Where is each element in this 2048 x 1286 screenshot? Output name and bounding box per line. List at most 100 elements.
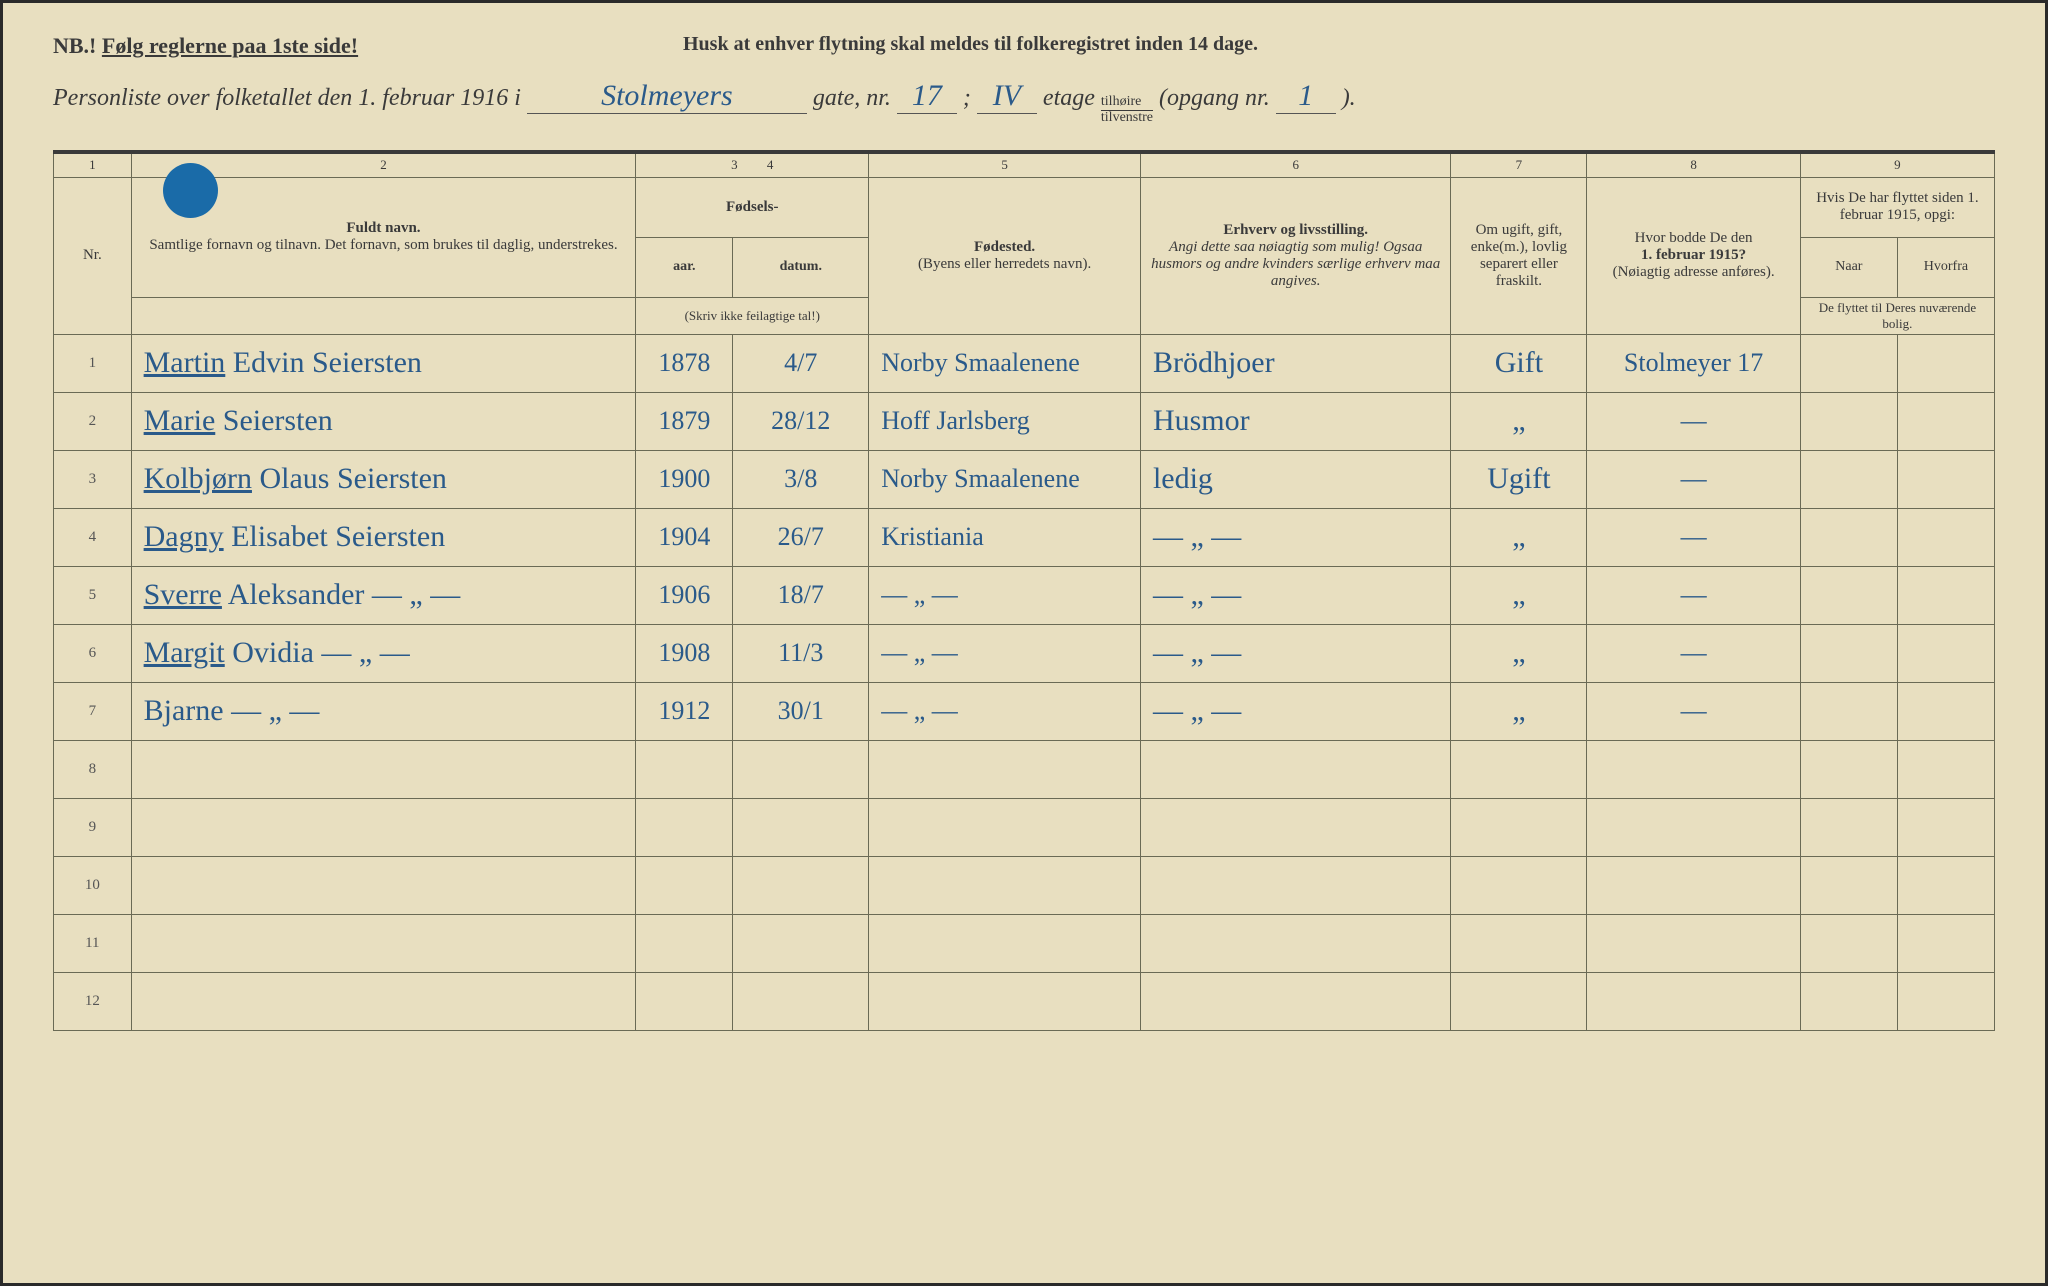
table-row: 9 [54, 798, 1995, 856]
cell-status: Ugift [1451, 450, 1587, 508]
col-moved-header: Hvis De har flyttet siden 1. februar 191… [1800, 177, 1994, 237]
table-row: 2Marie Seiersten187928/12Hoff JarlsbergH… [54, 392, 1995, 450]
cell-status: „ [1451, 566, 1587, 624]
table-row: 6Margit Ovidia — „ —190811/3— „ —— „ —„— [54, 624, 1995, 682]
cell-naar [1800, 914, 1897, 972]
house-nr: 17 [897, 79, 957, 114]
cell-birthplace [869, 740, 1141, 798]
cell-nr: 8 [54, 740, 132, 798]
col-occ-title: Erhverv og livsstilling. [1145, 222, 1447, 239]
cell-naar [1800, 856, 1897, 914]
cell-naar [1800, 508, 1897, 566]
cell-name: Sverre Aleksander — „ — [131, 566, 636, 624]
cell-nr: 11 [54, 914, 132, 972]
cell-date [733, 914, 869, 972]
cell-naar [1800, 450, 1897, 508]
side-top: tilhøire [1101, 95, 1153, 111]
cell-nr: 1 [54, 334, 132, 392]
cell-birthplace [869, 798, 1141, 856]
cell-name: Martin Edvin Seiersten [131, 334, 636, 392]
col-name-title: Fuldt navn. [136, 220, 632, 237]
cell-date [733, 972, 869, 1030]
col-naar-label: Naar [1800, 237, 1897, 297]
cell-birthplace: Norby Smaalenene [869, 450, 1141, 508]
cell-birthplace: — „ — [869, 566, 1141, 624]
table-row: 11 [54, 914, 1995, 972]
cell-status: „ [1451, 508, 1587, 566]
cell-nr: 7 [54, 682, 132, 740]
col-name-note [131, 297, 636, 334]
cell-year: 1912 [636, 682, 733, 740]
cell-status [1451, 914, 1587, 972]
nb-text: Følg reglerne paa 1ste side! [102, 33, 358, 58]
side-fraction: tilhøire tilvenstre [1101, 95, 1153, 125]
cell-date: 3/8 [733, 450, 869, 508]
cell-addr1915: — [1587, 450, 1801, 508]
cell-addr1915: — [1587, 682, 1801, 740]
cell-addr1915 [1587, 740, 1801, 798]
street-name: Stolmeyers [527, 79, 807, 114]
cell-name: Marie Seiersten [131, 392, 636, 450]
col-hvorfra-label: Hvorfra [1897, 237, 1994, 297]
sep: ; [963, 85, 971, 112]
cell-date: 18/7 [733, 566, 869, 624]
cell-name [131, 740, 636, 798]
cell-hvorfra [1897, 508, 1994, 566]
cell-naar [1800, 798, 1897, 856]
cell-year: 1900 [636, 450, 733, 508]
cell-naar [1800, 334, 1897, 392]
cell-addr1915 [1587, 798, 1801, 856]
cell-addr1915 [1587, 914, 1801, 972]
cell-birthplace [869, 914, 1141, 972]
col-addr-header: Hvor bodde De den 1. februar 1915? (Nøia… [1587, 177, 1801, 334]
cell-nr: 4 [54, 508, 132, 566]
cell-hvorfra [1897, 566, 1994, 624]
colnum-7: 7 [1451, 153, 1587, 177]
table-container: 1 2 3 4 5 6 7 8 9 Nr. Fuldt navn. Samtli… [53, 150, 1995, 1031]
paren-close: ). [1342, 85, 1356, 112]
cell-date: 28/12 [733, 392, 869, 450]
cell-name [131, 972, 636, 1030]
cell-date [733, 740, 869, 798]
nb-prefix: NB.! [53, 33, 96, 58]
cell-year: 1904 [636, 508, 733, 566]
table-body: 1Martin Edvin Seiersten18784/7Norby Smaa… [54, 334, 1995, 1030]
table-row: 1Martin Edvin Seiersten18784/7Norby Smaa… [54, 334, 1995, 392]
col-birth-group: Fødsels- [636, 177, 869, 237]
cell-hvorfra [1897, 972, 1994, 1030]
cell-birthplace: — „ — [869, 624, 1141, 682]
cell-name [131, 798, 636, 856]
title-row: Personliste over folketallet den 1. febr… [53, 79, 1995, 125]
cell-nr: 9 [54, 798, 132, 856]
col-addr-bold: 1. februar 1915? [1591, 247, 1796, 264]
reminder-text: Husk at enhver flytning skal meldes til … [683, 33, 1258, 56]
cell-name [131, 856, 636, 914]
census-form: NB.! Følg reglerne paa 1ste side! Husk a… [0, 0, 2048, 1286]
cell-naar [1800, 972, 1897, 1030]
cell-year [636, 740, 733, 798]
label-opgang: (opgang nr. [1159, 85, 1270, 112]
cell-date [733, 856, 869, 914]
cell-addr1915: — [1587, 508, 1801, 566]
cell-status: „ [1451, 624, 1587, 682]
col-addr-sub: (Nøiagtig adresse anføres). [1591, 264, 1796, 281]
cell-addr1915: — [1587, 624, 1801, 682]
table-row: 12 [54, 972, 1995, 1030]
cell-date: 26/7 [733, 508, 869, 566]
cell-date [733, 798, 869, 856]
cell-addr1915: — [1587, 566, 1801, 624]
cell-hvorfra [1897, 682, 1994, 740]
floor: IV [977, 79, 1037, 114]
cell-birthplace [869, 972, 1141, 1030]
colnum-6: 6 [1140, 153, 1451, 177]
cell-year: 1906 [636, 566, 733, 624]
colnum-8: 8 [1587, 153, 1801, 177]
cell-occupation [1140, 740, 1451, 798]
col-year-label: aar. [636, 237, 733, 297]
cell-birthplace: — „ — [869, 682, 1141, 740]
cell-hvorfra [1897, 334, 1994, 392]
colnum-9: 9 [1800, 153, 1994, 177]
cell-addr1915: Stolmeyer 17 [1587, 334, 1801, 392]
col-occ-sub: Angi dette saa nøiagtig som mulig! Ogsaa… [1145, 239, 1447, 290]
label-gate: gate, nr. [813, 85, 891, 112]
